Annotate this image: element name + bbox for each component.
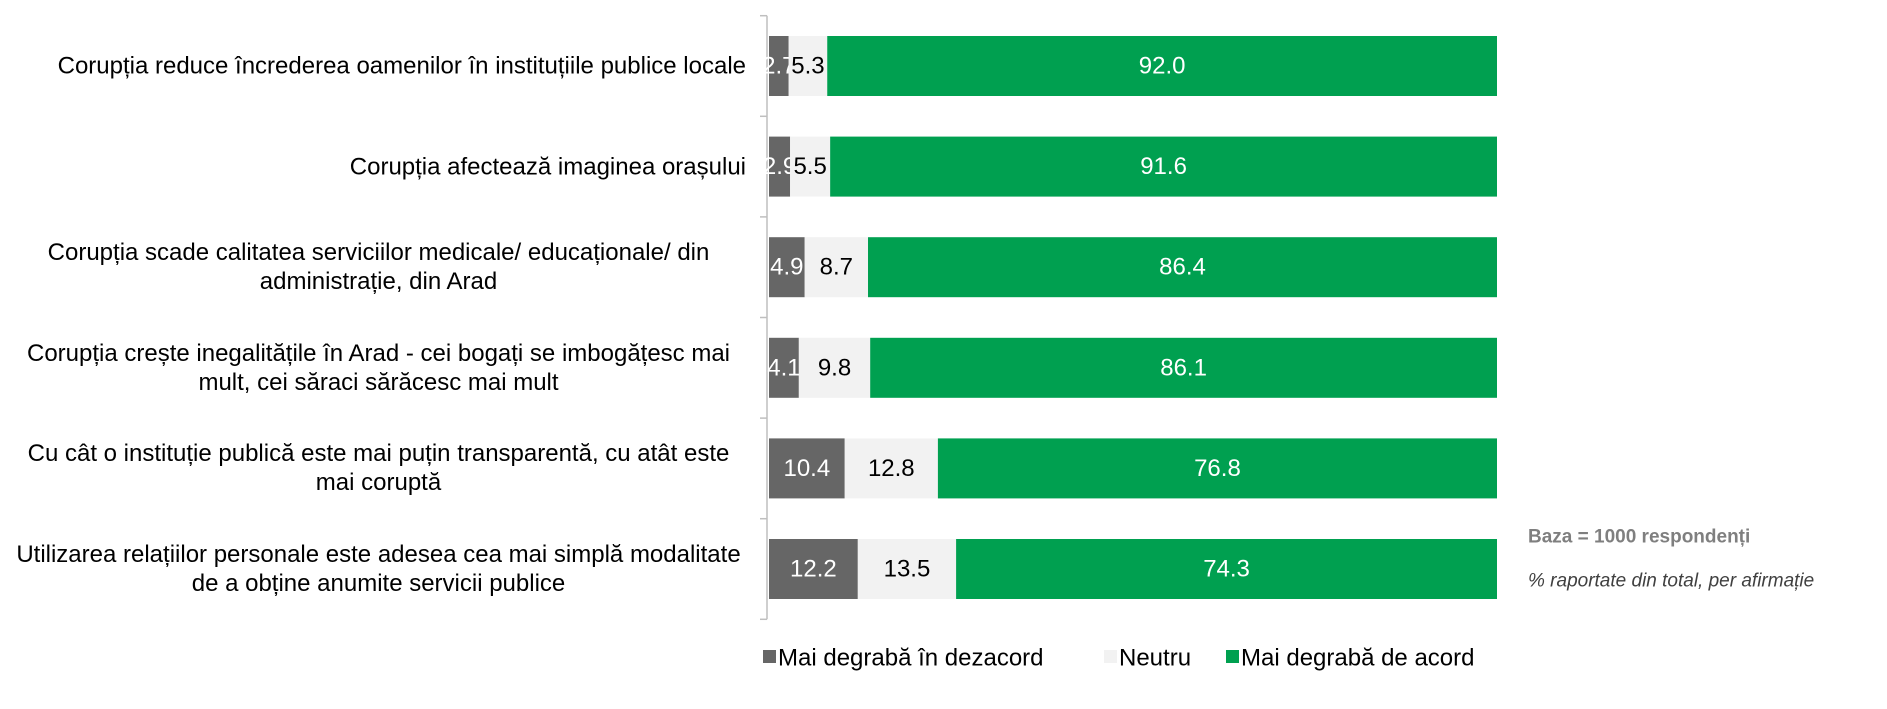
bar-segment [844, 438, 938, 499]
data-label: 92.0 [1139, 53, 1186, 80]
annotation: % raportate din total, per afirmație [1528, 571, 1814, 592]
annotation: Baza = 1000 respondenți [1528, 527, 1750, 548]
data-label: 4.1 [767, 354, 800, 381]
bar-segment [798, 337, 871, 398]
category-label: Utilizarea relațiilor personale este ade… [16, 541, 741, 597]
data-label: 12.2 [790, 556, 837, 583]
bar-segment [769, 539, 858, 599]
bar-segment [827, 36, 1497, 96]
bar-segment [769, 237, 805, 298]
data-label: 9.8 [818, 354, 851, 381]
data-label: 5.5 [793, 153, 826, 180]
category-label: Corupția scade calitatea serviciilor med… [47, 239, 710, 296]
category-label: Cu cât o instituție publică este mai puț… [27, 440, 730, 497]
data-label: 13.5 [884, 556, 931, 583]
data-label: 8.7 [820, 254, 853, 281]
data-label: 76.8 [1194, 455, 1241, 482]
bar-segment [769, 136, 791, 197]
category-label: Corupția crește inegalitățile în Arad - … [26, 339, 731, 396]
data-label: 86.1 [1160, 354, 1207, 381]
data-label: 10.4 [783, 455, 830, 482]
legend-label: Neutru [1119, 645, 1191, 672]
data-label: 5.3 [791, 53, 824, 80]
bar-segment [769, 438, 845, 499]
legend-label: Mai degrabă de acord [1241, 645, 1474, 672]
bar-segment [830, 136, 1497, 197]
data-label: 74.3 [1203, 556, 1250, 583]
data-label: 4.9 [770, 254, 803, 281]
legend-label: Mai degrabă în dezacord [778, 645, 1044, 672]
bar-segment [868, 237, 1497, 298]
bar-segment [790, 136, 831, 197]
bar-segment [788, 36, 828, 96]
data-label: 91.6 [1140, 153, 1187, 180]
bar-segment [870, 337, 1497, 398]
bar-segment [769, 337, 799, 398]
bar-segment [804, 237, 869, 298]
bar-segment [857, 539, 957, 599]
category-label: Corupția afectează imaginea orașului [349, 153, 746, 181]
category-label: Corupția reduce încrederea oamenilor în … [57, 52, 746, 80]
bar-segment [937, 438, 1497, 499]
bar-segment [769, 36, 789, 96]
data-label: 86.4 [1159, 254, 1206, 281]
legend-swatch [1226, 650, 1239, 663]
legend-swatch [1104, 650, 1117, 663]
data-label: 12.8 [868, 455, 915, 482]
bar-segment [956, 539, 1497, 599]
legend-swatch [763, 650, 776, 663]
